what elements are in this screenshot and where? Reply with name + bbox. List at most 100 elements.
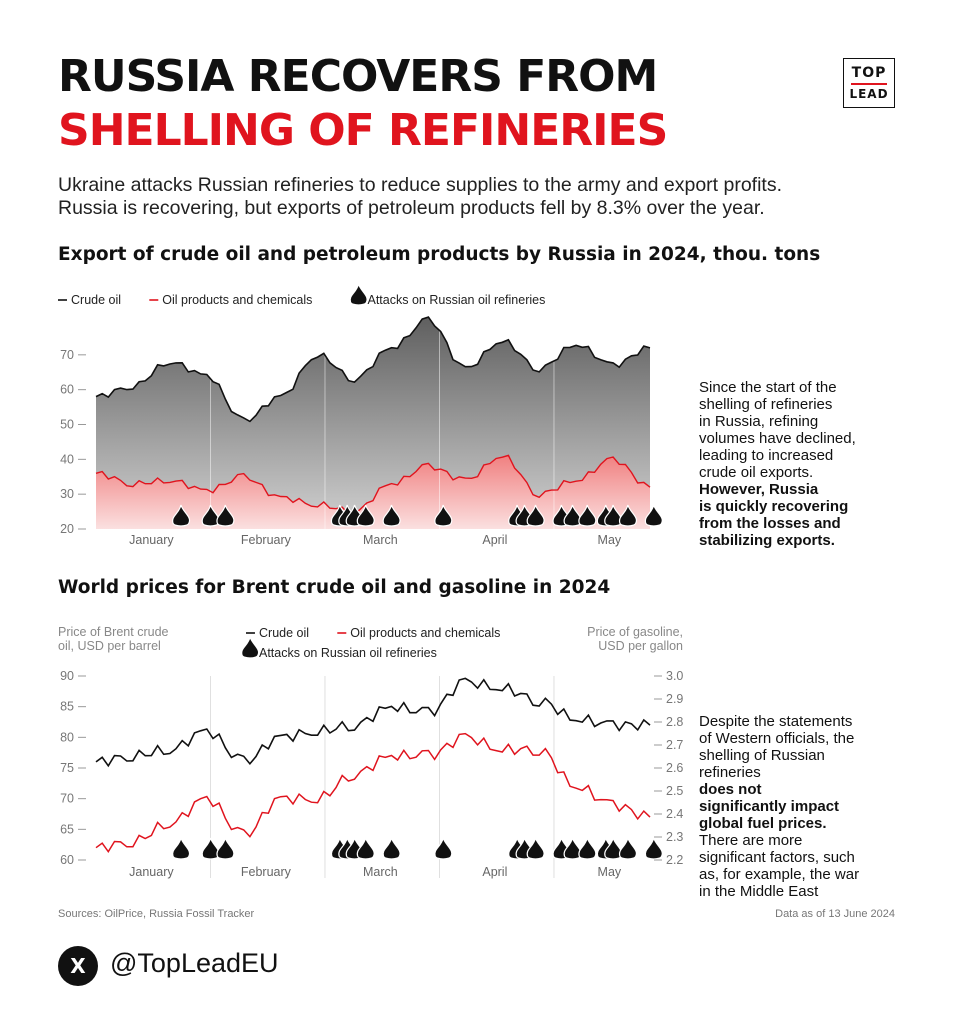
attack-flame-icon [172,504,191,527]
side-note-bold-line: global fuel prices. [699,815,827,832]
right-tick-label: 2.5 [666,784,683,798]
y-tick-label: 90 [60,669,74,683]
side-note-line: significant factors, such [699,849,855,866]
attack-flame-icon [172,837,191,860]
y-tick-label: 85 [60,700,74,714]
y-tick-label: 30 [60,487,74,501]
month-label: March [363,865,398,879]
price-side-note: Despite the statements of Western offici… [699,713,899,900]
attack-flame-icon [434,504,453,527]
attack-flame-icon [201,837,220,860]
attack-flame-icon [644,504,663,527]
side-note-line: Since the start of the [699,379,837,396]
x-glyph: X [70,954,86,978]
attack-flame-icon [216,504,235,527]
intro-text: Ukraine attacks Russian refineries to re… [58,174,918,220]
left-axis-title: Price of Brent crude [58,625,169,639]
y-tick-label: 60 [60,383,74,397]
attack-flame-icon [604,837,623,860]
y-tick-label: 60 [60,853,74,867]
side-note-line: in the Middle East [699,883,819,900]
attack-flame-icon [216,837,235,860]
month-label: March [363,533,398,547]
logo-bottom-text: LEAD [849,86,889,101]
side-note-text: refineries [699,764,761,781]
legend-label: Attacks on Russian oil refineries [259,646,437,660]
side-note-bold-line: However, Russia [699,481,819,498]
side-note-bold-line: stabilizing exports. [699,532,835,549]
right-tick-label: 2.9 [666,692,683,706]
side-note-bold-text: does not [699,781,762,798]
logo-top-text: TOP [851,65,887,81]
side-note-line: of Western officials, the [699,730,855,747]
left-axis-title: oil, USD per barrel [58,639,161,653]
attack-flame-icon [563,504,582,527]
legend-attack-icon [349,283,368,306]
crude-oil-line [95,677,651,768]
title-line-2: SHELLING OF REFINERIES [58,105,668,156]
side-note-bold-line: significantly impact [699,798,840,815]
crude-oil-line [95,316,651,423]
oil-products-area [96,455,650,529]
y-tick-label: 80 [60,730,74,744]
month-label: February [241,533,292,547]
legend-attack-icon [241,636,260,659]
side-note-line: There are more [699,832,803,849]
right-axis-title: Price of gasoline, [587,625,683,639]
attack-flame-icon [578,837,597,860]
month-label: May [598,865,622,879]
oil-products-line [95,454,651,516]
social-handle[interactable]: @TopLeadEU [110,948,279,978]
attack-flame-icon [644,837,663,860]
price-chart-title: World prices for Brent crude oil and gas… [58,577,611,598]
export-side-note: Since the start of the shelling of refin… [699,379,899,549]
side-note-line: shelling of Russian [699,747,825,764]
attack-flame-icon [382,837,401,860]
side-note-line: shelling of refineries [699,396,833,413]
right-tick-label: 2.6 [666,761,683,775]
right-tick-label: 2.8 [666,715,683,729]
attack-flame-icon [618,837,638,860]
data-date-note: Data as of 13 June 2024 [775,908,895,920]
y-tick-label: 50 [60,418,74,432]
legend-label: Attacks on Russian oil refineries [368,293,546,307]
attack-flame-icon [434,837,453,860]
right-tick-label: 2.4 [666,807,683,821]
month-label: January [129,533,174,547]
y-tick-label: 40 [60,452,74,466]
side-note-line: Despite the statements [699,713,853,730]
month-label: January [129,865,174,879]
side-note-line: crude oil exports. [699,464,814,481]
side-note-line: leading to increased [699,447,834,464]
intro-line-2: Russia is recovering, but exports of pet… [58,197,765,219]
y-tick-label: 20 [60,522,74,536]
right-tick-label: 2.7 [666,738,683,752]
top-lead-logo: TOP LEAD [843,58,895,108]
legend-label: Crude oil [259,626,309,640]
attack-flame-icon [563,837,582,860]
legend-label: Crude oil [71,293,121,307]
y-tick-label: 70 [60,348,74,362]
export-chart-title: Export of crude oil and petroleum produc… [58,244,821,265]
month-label: May [598,533,622,547]
oil-products-line [95,732,651,854]
month-label: April [482,865,507,879]
attack-flame-icon [356,837,375,860]
side-note-line: refineries does not [699,764,899,798]
attack-flame-icon [526,837,545,860]
page-title: RUSSIA RECOVERS FROM SHELLING OF REFINER… [58,50,668,158]
sources-note: Sources: OilPrice, Russia Fossil Tracker [58,908,255,920]
attack-flame-icon [356,504,375,527]
attack-flame-icon [604,504,623,527]
logo-divider [851,83,887,85]
attack-flame-icon [526,504,545,527]
month-label: April [482,533,507,547]
side-note-bold-line: is quickly recovering [699,498,849,515]
title-line-1: RUSSIA RECOVERS FROM [58,51,658,102]
x-logo-icon[interactable]: X [58,946,98,986]
right-tick-label: 2.3 [666,830,683,844]
y-tick-label: 65 [60,822,74,836]
y-tick-label: 70 [60,792,74,806]
attack-flame-icon [382,504,401,527]
side-note-line: volumes have declined, [699,430,856,447]
